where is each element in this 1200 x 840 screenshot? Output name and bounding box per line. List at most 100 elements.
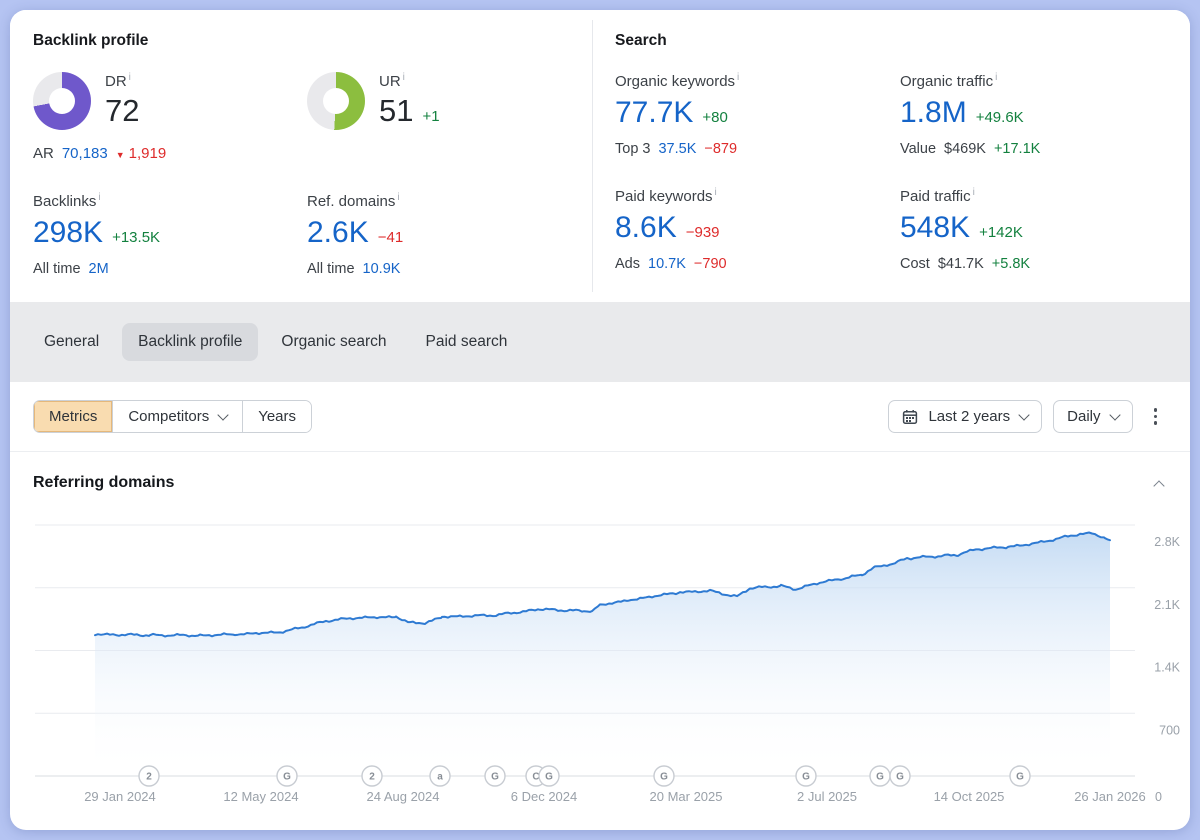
svg-text:a: a: [437, 772, 443, 783]
paid-traffic-metric: Paid traffic i 548K +142K Cost $41.7K +5.…: [900, 187, 1190, 272]
svg-text:12 May 2024: 12 May 2024: [223, 789, 298, 804]
organic-keywords-metric: Organic keywords i 77.7K +80 Top 3 37.5K …: [615, 72, 900, 157]
paid-traffic-value[interactable]: 548K: [900, 211, 971, 244]
organic-traffic-delta: +49.6K: [975, 109, 1024, 126]
backlink-profile-title: Backlink profile: [33, 32, 149, 49]
traffic-value-label: Value: [900, 141, 937, 157]
summary-header: Backlink profile DR i 72 AR 70,183 ▼: [10, 10, 1190, 302]
ar-label: AR: [33, 145, 54, 162]
calendar-icon: [903, 409, 918, 424]
report-tabs: General Backlink profile Organic search …: [10, 302, 1190, 382]
organic-keywords-value[interactable]: 77.7K: [615, 96, 694, 129]
ref-domains-delta: −41: [377, 229, 404, 246]
info-icon[interactable]: i: [98, 192, 101, 203]
top3-delta: −879: [704, 141, 738, 157]
ref-domains-metric: Ref. domains i 2.6K −41 All time 10.9K: [307, 192, 592, 277]
ur-delta: +1: [422, 108, 440, 125]
ref-domains-alltime-value[interactable]: 10.9K: [362, 261, 401, 277]
cost-label: Cost: [900, 256, 930, 272]
organic-traffic-value[interactable]: 1.8M: [900, 96, 967, 129]
tab-general[interactable]: General: [44, 333, 100, 350]
years-button[interactable]: Years: [242, 401, 312, 432]
collapse-section-chevron-icon[interactable]: [1153, 479, 1165, 492]
info-icon[interactable]: i: [972, 187, 975, 198]
granularity-dropdown[interactable]: Daily: [1053, 400, 1133, 433]
ref-domains-alltime-label: All time: [307, 261, 355, 277]
organic-traffic-metric: Organic traffic i 1.8M +49.6K Value $469K…: [900, 72, 1190, 157]
backlink-profile-column: Backlink profile DR i 72 AR 70,183 ▼: [10, 10, 592, 302]
paid-keywords-value[interactable]: 8.6K: [615, 211, 677, 244]
chevron-down-icon: [217, 408, 229, 421]
date-range-dropdown[interactable]: Last 2 years: [888, 400, 1043, 433]
svg-text:2: 2: [146, 772, 152, 783]
svg-text:G: G: [491, 772, 499, 783]
info-icon[interactable]: i: [714, 187, 717, 198]
svg-text:2 Jul 2025: 2 Jul 2025: [797, 789, 857, 804]
organic-traffic-label: Organic traffic i: [900, 72, 998, 90]
paid-keywords-delta: −939: [685, 224, 720, 241]
svg-text:G: G: [283, 772, 291, 783]
dr-donut-chart: [33, 72, 91, 130]
svg-text:700: 700: [1159, 723, 1180, 737]
paid-traffic-delta: +142K: [979, 224, 1023, 241]
organic-keywords-delta: +80: [702, 109, 728, 126]
svg-text:24 Aug 2024: 24 Aug 2024: [366, 789, 439, 804]
paid-keywords-metric: Paid keywords i 8.6K −939 Ads 10.7K −790: [615, 187, 900, 272]
info-icon[interactable]: i: [128, 72, 131, 83]
backlinks-value[interactable]: 298K: [33, 216, 104, 249]
tab-paid-search[interactable]: Paid search: [425, 333, 508, 350]
ar-delta: 1,919: [128, 145, 167, 162]
backlinks-delta: +13.5K: [112, 229, 161, 246]
metrics-button[interactable]: Metrics: [34, 401, 113, 432]
ref-domains-label: Ref. domains i: [307, 192, 400, 210]
svg-text:29 Jan 2024: 29 Jan 2024: [84, 789, 156, 804]
svg-text:26 Jan 2026: 26 Jan 2026: [1074, 789, 1146, 804]
ur-metric: UR i 51 +1: [307, 72, 592, 162]
chart-toolbar: Metrics Competitors Years Last 2 years D…: [10, 382, 1190, 452]
cost-value: $41.7K: [937, 256, 984, 272]
ur-value: 51: [379, 93, 414, 128]
backlinks-alltime-value[interactable]: 2M: [88, 261, 109, 277]
svg-text:6 Dec 2024: 6 Dec 2024: [511, 789, 578, 804]
dr-value: 72: [105, 93, 140, 128]
search-title: Search: [615, 32, 667, 49]
info-icon[interactable]: i: [397, 192, 400, 203]
backlinks-label: Backlinks i: [33, 192, 101, 210]
competitors-dropdown[interactable]: Competitors: [112, 401, 243, 432]
ads-value[interactable]: 10.7K: [648, 256, 686, 272]
cost-delta: +5.8K: [991, 256, 1031, 272]
svg-text:G: G: [1016, 772, 1024, 783]
ref-domains-value[interactable]: 2.6K: [307, 216, 369, 249]
svg-text:14 Oct 2025: 14 Oct 2025: [934, 789, 1005, 804]
info-icon[interactable]: i: [995, 72, 998, 83]
top3-label: Top 3: [615, 141, 651, 157]
svg-text:G: G: [802, 772, 810, 783]
svg-text:G: G: [545, 772, 553, 783]
svg-text:C: C: [532, 772, 539, 783]
backlinks-metric: Backlinks i 298K +13.5K All time 2M: [33, 192, 307, 277]
info-icon[interactable]: i: [737, 72, 740, 83]
svg-text:2: 2: [369, 772, 375, 783]
ar-line: AR 70,183 ▼ 1,919: [33, 145, 307, 162]
svg-text:G: G: [876, 772, 884, 783]
ur-donut-chart: [307, 72, 365, 130]
backlinks-alltime-label: All time: [33, 261, 81, 277]
dr-metric: DR i 72 AR 70,183 ▼ 1,919: [33, 72, 307, 162]
info-icon[interactable]: i: [402, 72, 405, 83]
tab-backlink-profile[interactable]: Backlink profile: [122, 323, 259, 361]
view-mode-segmented-control: Metrics Competitors Years: [33, 400, 313, 433]
top3-value[interactable]: 37.5K: [658, 141, 697, 157]
svg-text:G: G: [896, 772, 904, 783]
organic-keywords-label: Organic keywords i: [615, 72, 740, 90]
paid-traffic-label: Paid traffic i: [900, 187, 975, 205]
overview-card: Backlink profile DR i 72 AR 70,183 ▼: [10, 10, 1190, 830]
traffic-value-amount: $469K: [944, 141, 986, 157]
traffic-value-delta: +17.1K: [993, 141, 1041, 157]
ar-value-link[interactable]: 70,183: [61, 145, 108, 162]
tab-organic-search[interactable]: Organic search: [281, 333, 387, 350]
ur-label: UR i: [379, 72, 405, 90]
referring-domains-section-title: Referring domains: [33, 474, 175, 491]
dr-label: DR i: [105, 72, 131, 90]
more-options-menu[interactable]: [1144, 401, 1168, 432]
